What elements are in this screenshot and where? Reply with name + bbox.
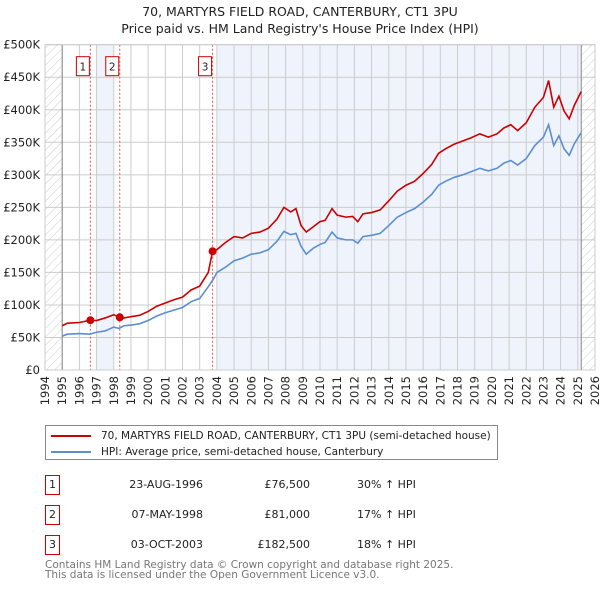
y-tick-label: £300K bbox=[3, 168, 40, 182]
price-chart: 1994 1995 1996 1997 1998 1999 2000 2001 2002 2003… bbox=[3, 38, 600, 406]
hpi-line bbox=[61, 122, 582, 337]
sale-point bbox=[115, 313, 124, 322]
chart-title: 70, MARTYRS FIELD ROAD, CANTERBURY, CT1 … bbox=[142, 4, 458, 19]
hpi-diff: 18% ↑ HPI bbox=[357, 538, 416, 551]
x-tick-label: 1998 bbox=[107, 376, 121, 405]
x-tick-label: 2010 bbox=[313, 376, 327, 405]
hpi-diff: 17% ↑ HPI bbox=[357, 508, 416, 521]
x-tick-label: 2012 bbox=[347, 376, 361, 405]
x-tick-label: 2017 bbox=[433, 376, 447, 405]
sale-price: £182,500 bbox=[257, 538, 311, 551]
x-tick-label: 2014 bbox=[382, 376, 396, 405]
x-tick-label: 1999 bbox=[124, 376, 138, 405]
x-tick-label: 2009 bbox=[296, 376, 310, 405]
legend: 70, MARTYRS FIELD ROAD, CANTERBURY, CT1 … bbox=[45, 425, 498, 460]
x-tick-label: 2016 bbox=[416, 376, 430, 405]
sale-marker-label: 3 bbox=[202, 62, 209, 74]
x-tick-label: 2007 bbox=[261, 376, 275, 405]
x-tick-label: 2004 bbox=[210, 376, 224, 405]
y-tick-label: £500K bbox=[3, 38, 40, 52]
property-price-line bbox=[61, 80, 582, 327]
y-tick-label: £50K bbox=[11, 330, 41, 344]
x-tick-label: 2015 bbox=[399, 376, 413, 405]
property-swatch bbox=[51, 434, 91, 437]
x-tick-label: 2020 bbox=[485, 376, 499, 405]
marker-badge: 3 bbox=[45, 535, 60, 555]
x-tick-label: 2011 bbox=[330, 376, 344, 405]
marker-badge: 2 bbox=[45, 505, 60, 525]
legend-hpi: HPI: Average price, semi-detached house,… bbox=[101, 445, 384, 458]
x-tick-label: 1996 bbox=[72, 376, 86, 405]
legend-property: 70, MARTYRS FIELD ROAD, CANTERBURY, CT1 … bbox=[101, 429, 491, 442]
y-tick-label: £200K bbox=[3, 233, 40, 247]
y-tick-label: £350K bbox=[3, 135, 40, 149]
sale-point bbox=[208, 247, 217, 256]
licence-note: This data is licensed under the Open Gov… bbox=[45, 569, 380, 581]
x-tick-label: 2008 bbox=[279, 376, 293, 405]
x-tick-label: 2024 bbox=[554, 376, 568, 405]
copyright-note: Contains HM Land Registry data © Crown c… bbox=[45, 559, 454, 571]
x-tick-label: 2022 bbox=[519, 376, 533, 405]
plot-border bbox=[44, 44, 596, 371]
x-tick-label: 2003 bbox=[193, 376, 207, 405]
x-tick-label: 2005 bbox=[227, 376, 241, 405]
sale-marker-box bbox=[198, 56, 213, 77]
x-tick-label: 1997 bbox=[90, 376, 104, 405]
x-tick-label: 2001 bbox=[158, 376, 172, 405]
y-tick-label: £400K bbox=[3, 103, 40, 117]
x-tick-label: 1995 bbox=[55, 376, 69, 405]
sale-price: £76,500 bbox=[264, 478, 311, 491]
y-tick-label: £250K bbox=[3, 200, 40, 214]
sale-date: 23-AUG-1996 bbox=[129, 478, 203, 491]
sale-marker-label: 2 bbox=[109, 62, 116, 74]
y-tick-label: £100K bbox=[3, 298, 40, 312]
x-tick-label: 2026 bbox=[588, 376, 600, 405]
sale-date: 03-OCT-2003 bbox=[130, 538, 203, 551]
sale-marker-box bbox=[105, 56, 120, 77]
sale-date: 07-MAY-1998 bbox=[131, 508, 203, 521]
y-tick-label: £0 bbox=[25, 363, 40, 377]
sale-marker-box bbox=[75, 56, 90, 77]
x-tick-label: 2018 bbox=[451, 376, 465, 405]
sale-point bbox=[86, 316, 95, 325]
sale-price: £81,000 bbox=[264, 508, 311, 521]
x-tick-label: 2023 bbox=[536, 376, 550, 405]
x-tick-label: 2000 bbox=[141, 376, 155, 405]
y-tick-label: £150K bbox=[3, 265, 40, 279]
x-tick-label: 2002 bbox=[176, 376, 190, 405]
x-tick-label: 2019 bbox=[468, 376, 482, 405]
hpi-swatch bbox=[51, 450, 91, 453]
marker-badge: 1 bbox=[45, 475, 60, 495]
x-tick-label: 2025 bbox=[571, 376, 585, 405]
x-tick-label: 2006 bbox=[244, 376, 258, 405]
x-tick-label: 1994 bbox=[38, 376, 52, 405]
hpi-diff: 30% ↑ HPI bbox=[357, 478, 416, 491]
x-tick-label: 2021 bbox=[502, 376, 516, 405]
chart-subtitle: Price paid vs. HM Land Registry's House … bbox=[121, 21, 479, 36]
sale-marker-label: 1 bbox=[80, 62, 87, 74]
x-tick-label: 2013 bbox=[365, 376, 379, 405]
y-tick-label: £450K bbox=[3, 70, 40, 84]
